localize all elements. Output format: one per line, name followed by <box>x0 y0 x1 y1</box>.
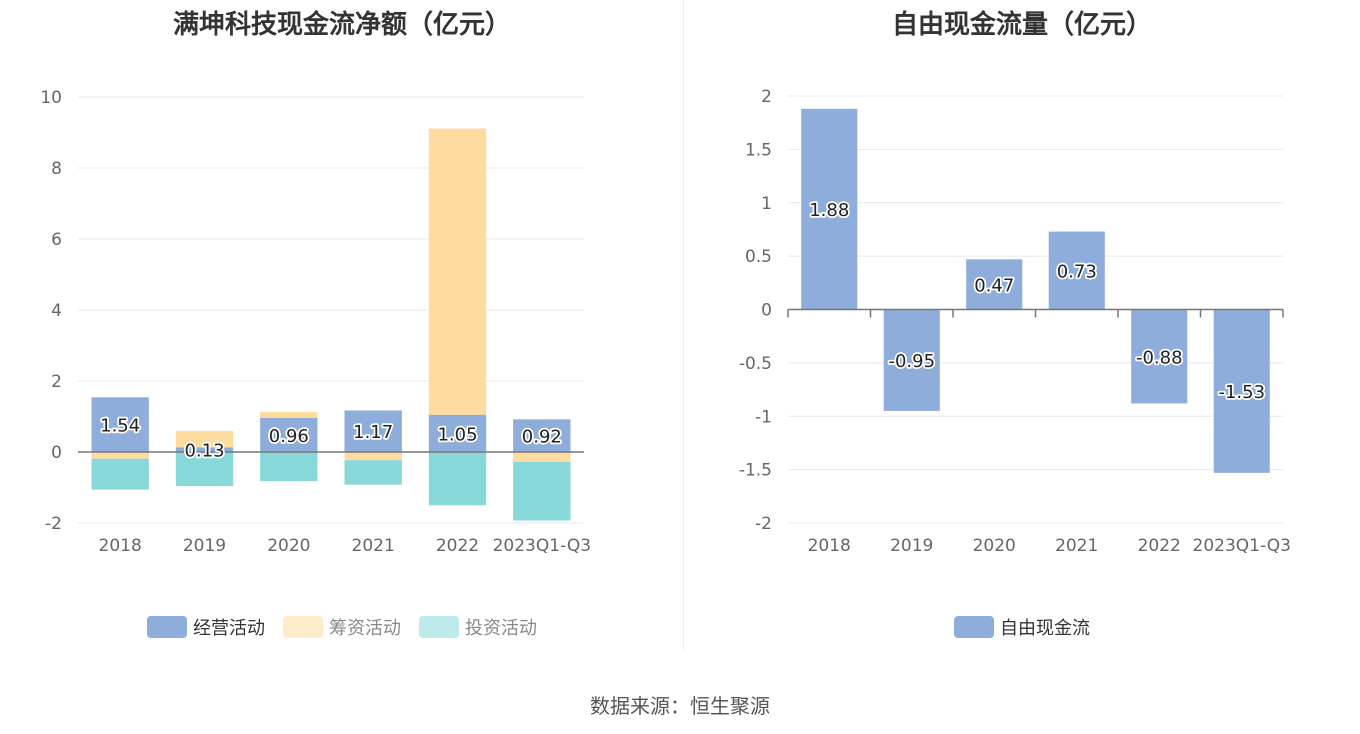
bar-3-2020 <box>260 452 318 482</box>
x-tick-label: 2019 <box>183 536 226 556</box>
x-tick-label: 2023Q1-Q3 <box>1193 536 1291 556</box>
data-label: 0.96 <box>269 426 309 447</box>
free-cashflow-chart: -2 -1.5 -1 -0.5 0 0.5 1 1.5 2 1.88 -0.95 0.47 0.73 -0… <box>739 87 1291 556</box>
legend-item-1[interactable]: 自由现金流 <box>954 614 1090 640</box>
legend-item-3[interactable]: 投资活动 <box>419 614 537 640</box>
x-tick-label: 2020 <box>973 536 1016 556</box>
data-label: -1.53 <box>1218 382 1265 403</box>
bar-1-2019 <box>175 447 234 452</box>
bar-2-2019 <box>175 431 234 448</box>
data-label: -0.88 <box>1136 347 1183 368</box>
free-cashflow-chart-panel: 自由现金流量（亿元） -2 -1.5 -1 -0.5 0 0.5 1 1.5 2 1.88 -0.9… <box>684 0 1360 660</box>
bar-1-2021 <box>344 410 402 452</box>
x-tick-label: 2022 <box>1138 536 1181 556</box>
y-tick-label: -2 <box>755 514 772 534</box>
x-tick-label: 2020 <box>267 536 310 556</box>
data-label: 0.73 <box>1057 262 1097 283</box>
data-source-note: 数据来源：恒生聚源 <box>590 694 770 718</box>
data-label: 1.88 <box>809 200 849 221</box>
x-tick-label: 2019 <box>890 536 933 556</box>
y-tick-label: 1.5 <box>745 140 772 160</box>
bar-1-2018 <box>801 108 858 310</box>
legend-swatch <box>954 616 994 638</box>
data-label: 0.92 <box>522 427 562 448</box>
bar-2-2023Q1-Q3 <box>513 452 571 462</box>
y-tick-label: -2 <box>45 514 62 534</box>
cashflow-net-chart: -2 0 2 4 6 8 10 1.54 0.13 0.96 1.17 1.05 0.92 2018 201… <box>40 88 591 556</box>
chart-legend: 自由现金流 <box>684 614 1360 640</box>
bar-2-2020 <box>260 411 318 418</box>
data-label: 1.17 <box>353 422 393 443</box>
y-tick-label: 0.5 <box>745 247 772 267</box>
y-tick-label: 0 <box>761 301 772 321</box>
x-tick-label: 2021 <box>352 536 395 556</box>
x-tick-label: 2022 <box>436 536 479 556</box>
bar-1-2018 <box>91 397 149 452</box>
legend-item-2[interactable]: 筹资活动 <box>283 614 401 640</box>
legend-swatch <box>419 616 459 638</box>
bar-1-2020 <box>260 417 318 452</box>
x-tick-label: 2023Q1-Q3 <box>493 536 591 556</box>
data-label: -0.95 <box>888 351 935 372</box>
data-label: 1.54 <box>100 416 140 437</box>
bar-1-2021 <box>1048 231 1105 310</box>
legend-item-1[interactable]: 经营活动 <box>147 614 265 640</box>
chart-legend: 经营活动 筹资活动 投资活动 <box>0 614 684 640</box>
bar-3-2023Q1-Q3 <box>513 461 571 521</box>
bar-1-2022 <box>1131 309 1188 404</box>
legend-swatch <box>283 616 323 638</box>
data-label: 0.47 <box>974 275 1014 296</box>
data-label: 0.13 <box>184 441 224 462</box>
legend-label: 筹资活动 <box>329 618 401 639</box>
bar-1-2023Q1-Q3 <box>513 419 571 452</box>
legend-label: 自由现金流 <box>1000 618 1090 639</box>
y-tick-label: 6 <box>51 230 62 250</box>
bar-1-2020 <box>966 259 1023 310</box>
data-label: 1.05 <box>437 424 477 445</box>
bar-3-2018 <box>91 458 149 490</box>
y-tick-label: 8 <box>51 159 62 179</box>
y-tick-label: 1 <box>761 194 772 214</box>
y-tick-label: 4 <box>51 301 62 321</box>
legend-swatch <box>147 616 187 638</box>
y-tick-label: -1.5 <box>739 461 772 481</box>
y-tick-label: 10 <box>40 88 62 108</box>
legend-label: 经营活动 <box>193 618 265 639</box>
bar-3-2022 <box>428 452 487 506</box>
chart-title: 自由现金流量（亿元） <box>891 10 1152 40</box>
panel-divider <box>683 0 684 650</box>
legend-label: 投资活动 <box>465 618 537 639</box>
y-tick-label: 0 <box>51 443 62 463</box>
bar-3-2021 <box>344 460 402 485</box>
bar-1-2019 <box>883 309 940 411</box>
x-tick-label: 2018 <box>808 536 851 556</box>
x-tick-label: 2021 <box>1055 536 1098 556</box>
y-tick-label: 2 <box>761 87 772 107</box>
y-tick-label: 2 <box>51 372 62 392</box>
bar-1-2023Q1-Q3 <box>1213 309 1270 473</box>
y-tick-label: -0.5 <box>739 354 772 374</box>
bar-2-2021 <box>344 452 402 461</box>
bar-3-2019 <box>175 452 234 487</box>
bar-1-2022 <box>428 414 487 452</box>
chart-title: 满坤科技现金流净额（亿元） <box>172 10 511 40</box>
bar-2-2022 <box>428 128 487 415</box>
y-tick-label: -1 <box>755 407 772 427</box>
bar-2-2018 <box>91 452 149 459</box>
x-tick-label: 2018 <box>99 536 142 556</box>
cashflow-net-chart-panel: 满坤科技现金流净额（亿元） -2 0 2 4 6 8 10 1.54 0.13 0.96 1.17 1… <box>0 0 684 660</box>
